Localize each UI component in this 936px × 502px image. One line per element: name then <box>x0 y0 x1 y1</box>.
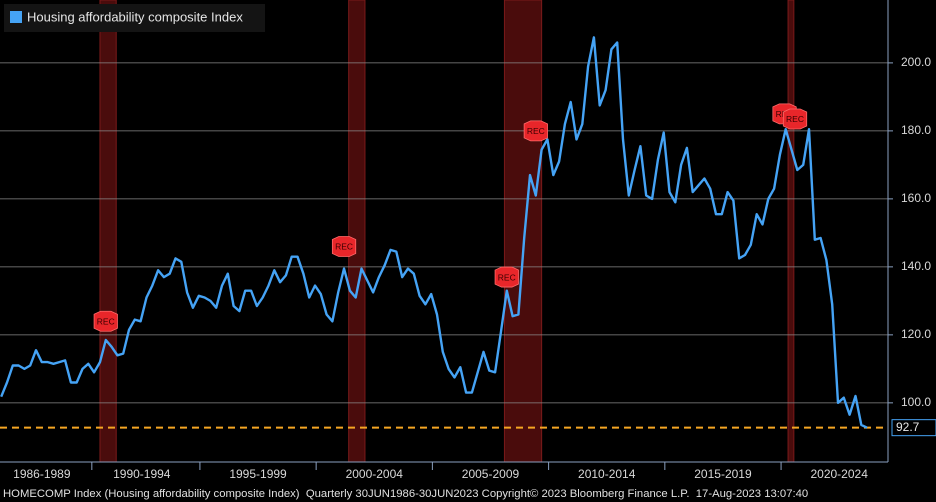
y-tick-label: 100.0 <box>901 395 931 409</box>
recession-band <box>787 0 795 463</box>
y-tick-label: 140.0 <box>901 259 931 273</box>
last-value-label: 92.7 <box>896 420 920 434</box>
recession-band <box>99 0 117 463</box>
y-tick-label: 200.0 <box>901 55 931 69</box>
x-tick-label: 2005-2009 <box>462 467 520 481</box>
x-tick-label: 2015-2019 <box>694 467 752 481</box>
data-line <box>0 36 868 429</box>
rec-marker <box>331 236 357 257</box>
rec-label: REC <box>786 114 804 124</box>
legend-label: Housing affordability composite Index <box>27 9 243 24</box>
x-tick-label: 2020-2024 <box>810 467 868 481</box>
x-tick-label: 1990-1994 <box>113 467 171 481</box>
legend-box <box>4 4 265 32</box>
legend-swatch <box>10 11 22 23</box>
rec-marker <box>782 108 808 130</box>
rec-label: REC <box>527 126 545 136</box>
y-tick-label: 160.0 <box>901 191 931 205</box>
rec-label: REC <box>498 272 516 282</box>
y-tick-label: 120.0 <box>901 327 931 341</box>
last-value-box <box>891 419 936 437</box>
footer: HOMECOMP Index (Housing affordability co… <box>3 488 808 500</box>
rec-marker <box>93 310 118 332</box>
x-tick-label: 1995-1999 <box>229 467 287 481</box>
recession-band <box>348 0 366 463</box>
rec-marker <box>494 266 519 288</box>
rec-label: REC <box>97 317 115 327</box>
recession-band <box>503 0 543 463</box>
rec-marker <box>523 120 548 142</box>
x-tick-label: 2000-2004 <box>346 467 404 481</box>
y-tick-label: 180.0 <box>901 123 931 137</box>
x-tick-label: 2010-2014 <box>578 467 636 481</box>
rec-label: REC <box>335 242 353 252</box>
x-tick-label: 1986-1989 <box>13 467 71 481</box>
